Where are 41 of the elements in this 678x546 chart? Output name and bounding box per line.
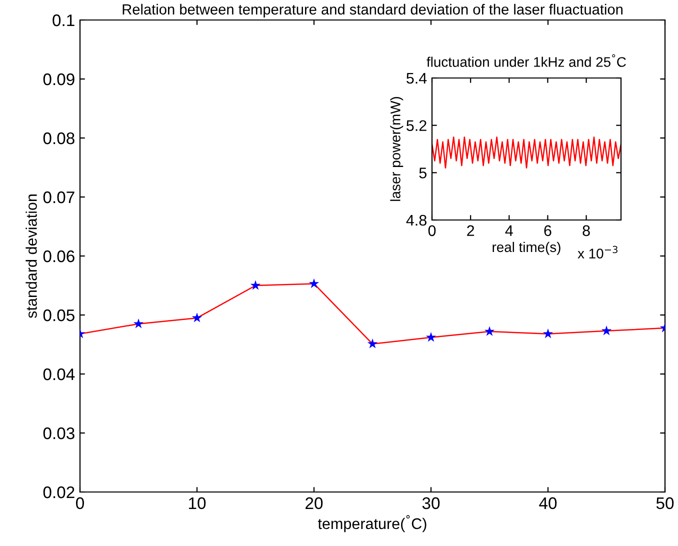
y-axis-title: standard deviation	[26, 194, 37, 318]
x-axis-title: real time(s)	[492, 242, 560, 255]
point	[250, 280, 261, 290]
point	[426, 332, 436, 342]
x-tick-label: 20	[306, 497, 323, 510]
point	[542, 328, 554, 338]
y-tick-label: 0.1	[52, 14, 74, 26]
point	[601, 326, 612, 336]
x-axis-title: temperature($^{°}$C)	[318, 515, 426, 532]
y-tick-label: 0.05	[43, 309, 74, 322]
y-tick-label: 5.2	[406, 120, 426, 132]
x-tick-label: 10	[189, 497, 206, 510]
x-tick-label: 0	[428, 225, 436, 236]
annotation: x 10$^{−3}$	[578, 246, 618, 258]
point	[484, 326, 495, 336]
x-tick-label: 30	[422, 497, 440, 510]
chart-title: fluctuation under 1kHz and 25$^{°}$C	[426, 54, 626, 67]
y-tick-label: 0.06	[43, 250, 74, 262]
y-tick-label: 0.04	[43, 368, 75, 380]
x-tick-label: 6	[544, 225, 552, 236]
x-tick-label: 50	[656, 497, 674, 510]
x-tick-label: 4	[505, 225, 513, 236]
y-tick-label: 0.07	[43, 191, 74, 204]
y-tick-label: 0.09	[43, 73, 74, 86]
x-tick-label: 8	[582, 225, 590, 236]
x-tick-label: 40	[539, 497, 557, 510]
y-tick-label: 0.02	[43, 486, 74, 498]
y-tick-label: 0.08	[43, 132, 74, 144]
point	[192, 312, 202, 322]
y-tick-label: 4.8	[406, 214, 426, 226]
point	[367, 338, 378, 348]
y-tick-label: 0.03	[43, 427, 74, 440]
y-tick-label: 5	[419, 168, 426, 178]
chart-title: Relation between temperature and standard deviation of the laser fluactuation	[122, 4, 622, 18]
y-tick-label: 5.4	[406, 73, 427, 84]
x-tick-label: 0	[76, 497, 84, 510]
y-axis-title: laser power(mW)	[390, 97, 404, 201]
line-series	[432, 136, 621, 169]
point	[308, 278, 320, 288]
point	[133, 318, 144, 328]
x-tick-label: 2	[467, 225, 474, 236]
